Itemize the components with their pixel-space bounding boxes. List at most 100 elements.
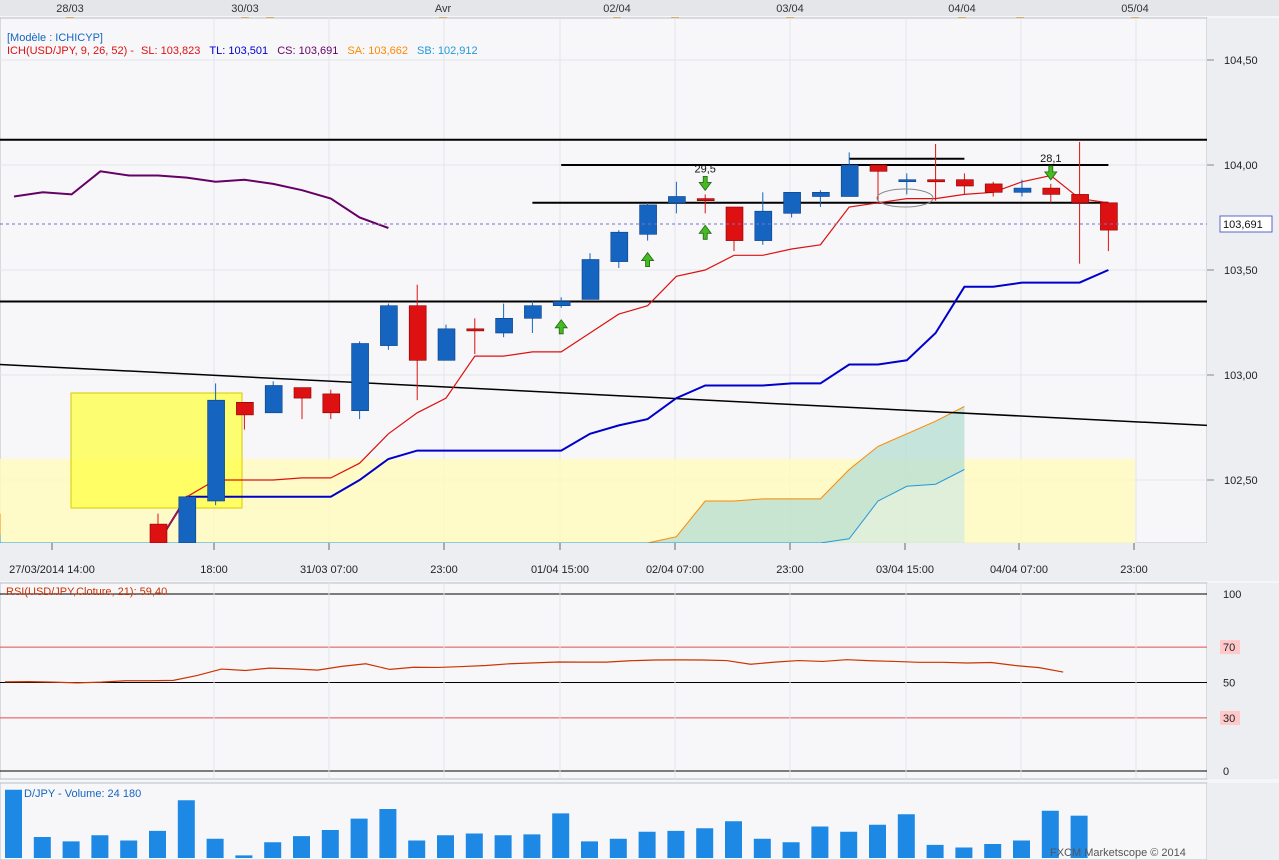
chikou-line — [13, 170, 389, 229]
volume-bar — [696, 828, 714, 858]
volume-bar — [5, 789, 22, 858]
candle-body — [466, 328, 485, 332]
volume-bar — [926, 844, 944, 858]
rsi-tick-label: 50 — [1223, 678, 1235, 690]
ichimoku-legend: ICH(USD/JPY, 9, 26, 52) - SL: 103,823 TL… — [7, 45, 478, 57]
candle-body — [1100, 202, 1118, 231]
candle — [524, 301, 542, 333]
model-label: [Modèle : ICHICYP] — [7, 32, 103, 44]
candle-body — [437, 328, 456, 361]
volume-bar — [465, 833, 483, 858]
candle — [984, 181, 1003, 197]
candle — [178, 496, 197, 544]
buy-arrow — [640, 251, 655, 267]
price-tick-label: 103,00 — [1224, 370, 1258, 382]
price-axis-ticks: 104,50 104,00 103,50 103,00 102,50 — [1207, 55, 1258, 487]
candle-body — [552, 301, 571, 306]
price-axis — [1207, 18, 1279, 543]
time-label: 23:00 — [1120, 564, 1148, 576]
volume-bar — [91, 835, 109, 858]
buy-arrow — [554, 319, 568, 335]
candle — [207, 383, 225, 506]
sl-value: SL: 103,823 — [141, 45, 201, 57]
signal-label: 28,1 — [1040, 153, 1061, 165]
candle — [236, 401, 254, 430]
volume-bar — [581, 841, 598, 858]
candle — [639, 202, 657, 241]
volume-bar — [840, 831, 858, 858]
candle — [149, 513, 168, 544]
candle — [927, 144, 945, 201]
candle-body — [783, 192, 801, 214]
rsi-tick-label: 0 — [1223, 766, 1229, 778]
candlesticks — [149, 141, 1118, 544]
candle-body — [524, 305, 542, 319]
kijun-line — [157, 269, 1109, 544]
candle — [610, 230, 629, 268]
candle — [668, 181, 686, 214]
volume-bar — [437, 835, 454, 858]
rsi-level-badge — [1220, 710, 1240, 725]
time-label: 18:00 — [200, 564, 228, 576]
time-axis — [0, 543, 1279, 581]
signal-arrows: 29,5 28,1 — [554, 153, 1062, 335]
time-label: 23:00 — [776, 564, 804, 576]
candle-body — [898, 179, 917, 182]
rsi-tick-label: 70 — [1223, 642, 1235, 654]
volume-bar — [782, 842, 800, 858]
signal-label: 29,5 — [694, 163, 715, 175]
candle-body — [840, 164, 859, 197]
date-label: 02/04 — [603, 3, 631, 15]
volume-bar — [33, 837, 51, 858]
volume-bar — [379, 809, 397, 858]
candle — [437, 324, 456, 361]
candle — [869, 164, 888, 201]
sa-value: SA: 103,662 — [347, 45, 408, 57]
price-tick-label: 104,50 — [1224, 55, 1258, 67]
candle — [696, 194, 715, 214]
price-tick-label: 103,50 — [1224, 265, 1258, 277]
cs-value: CS: 103,691 — [277, 45, 339, 57]
candle-body — [1013, 187, 1032, 193]
copyright: FXCM Marketscope © 2014 — [1050, 847, 1186, 859]
price-tick-label: 104,00 — [1224, 160, 1258, 172]
time-label: 23:00 — [430, 564, 458, 576]
ichimoku-prefix: ICH(USD/JPY, 9, 26, 52) - — [7, 45, 134, 57]
candle — [1042, 183, 1061, 203]
candle — [1071, 141, 1089, 264]
volume-panel — [0, 782, 1208, 860]
candle — [581, 253, 600, 300]
rsi-level-badge — [1220, 640, 1240, 655]
candle-body — [956, 179, 974, 187]
volume-bar — [264, 842, 282, 858]
candle — [408, 284, 427, 401]
volume-bar — [120, 840, 138, 858]
candle-body — [668, 196, 686, 204]
volume-bar — [609, 838, 627, 858]
time-label: 04/04 07:00 — [990, 564, 1048, 576]
candle-body — [380, 305, 398, 346]
date-bar — [0, 0, 1279, 16]
date-label: Avr — [435, 3, 452, 15]
volume-bar — [725, 821, 742, 858]
rsi-axis — [1207, 583, 1279, 779]
candle-body — [322, 393, 341, 414]
ichimoku-lines — [13, 170, 1109, 544]
candle-body — [754, 210, 773, 241]
current-price-badge — [1219, 215, 1273, 233]
trend-line — [0, 363, 1208, 427]
rsi-label: RSI(USD/JPY,Cloture, 21): 59,40 — [6, 586, 167, 598]
volume-bar — [984, 844, 1002, 858]
volume-bars — [5, 789, 1088, 858]
volume-bar — [408, 840, 426, 858]
candle-body — [1071, 194, 1089, 204]
tl-value: TL: 103,501 — [209, 45, 269, 57]
candle — [552, 297, 571, 308]
cloud-fill — [0, 406, 965, 543]
sb-value: SB: 102,912 — [417, 45, 478, 57]
volume-label: D/JPY - Volume: 24 180 — [24, 788, 141, 800]
candle — [783, 192, 801, 218]
volume-bar — [523, 834, 541, 858]
candle-body — [610, 231, 629, 262]
candle-body — [869, 164, 888, 172]
